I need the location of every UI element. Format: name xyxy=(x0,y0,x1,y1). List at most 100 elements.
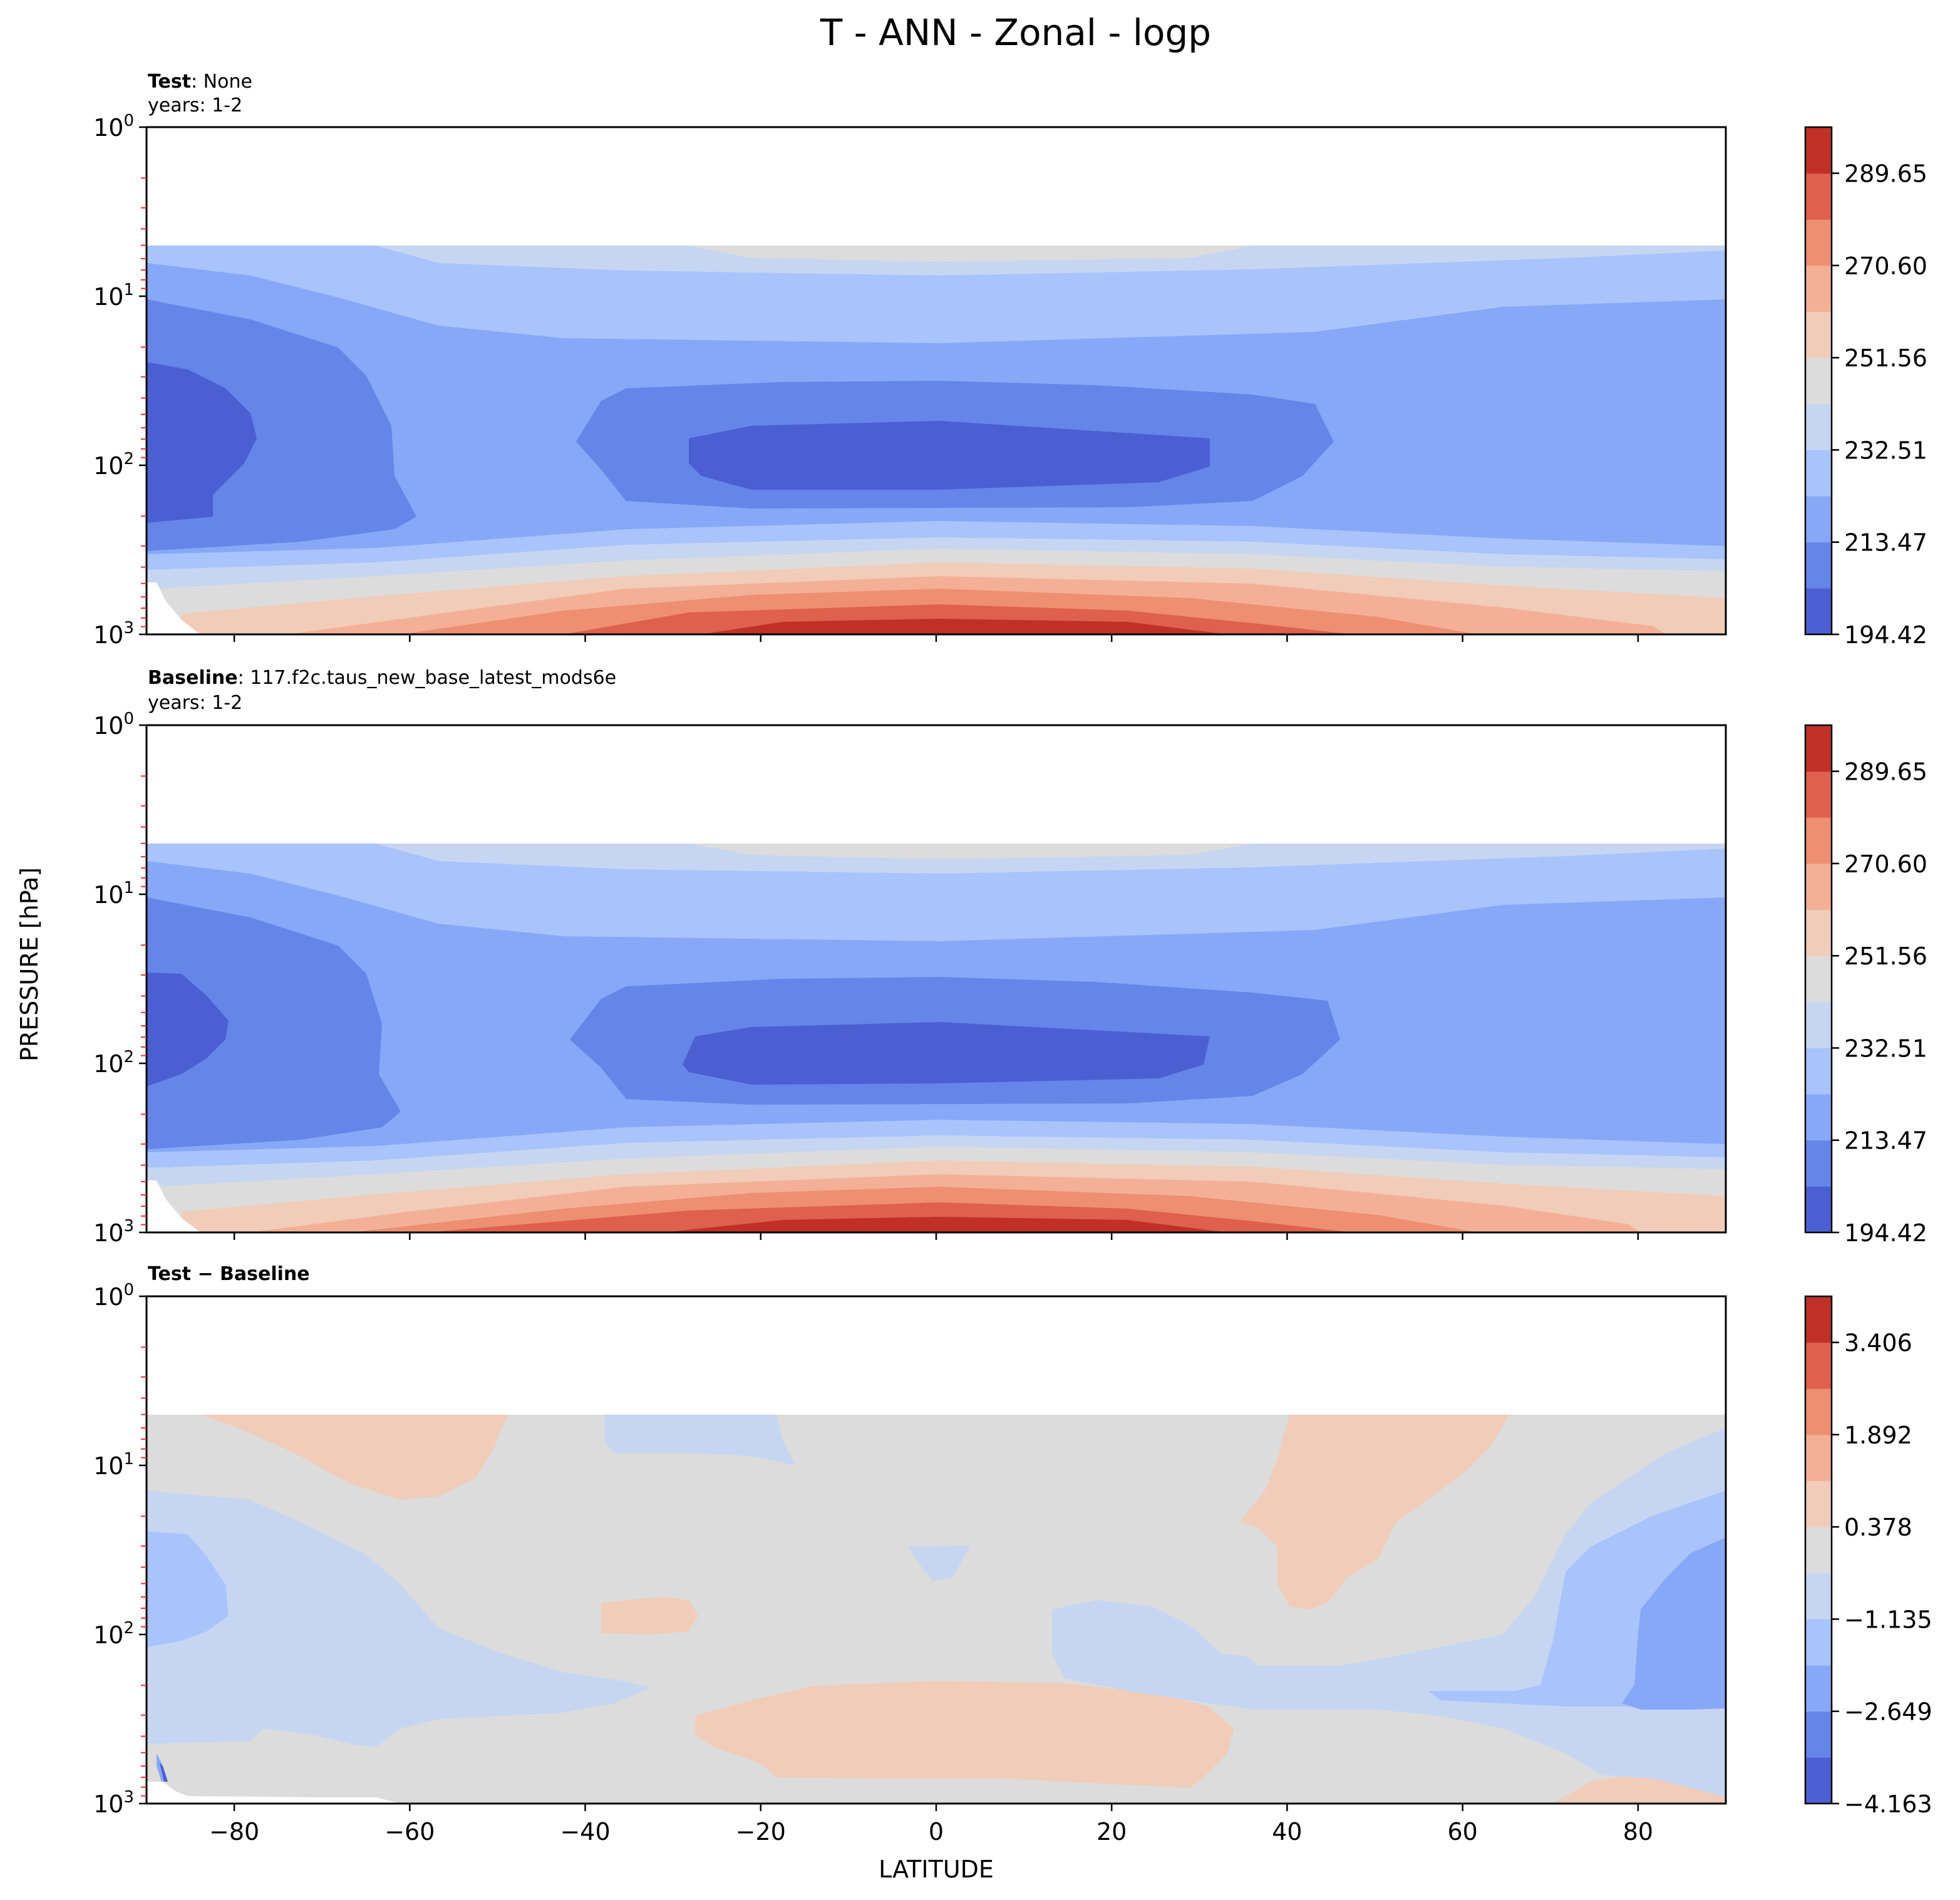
colorbar-tick-label: 251.56 xyxy=(1844,344,1927,372)
y-tick-label: 101 xyxy=(93,1450,134,1480)
colorbar-band xyxy=(1805,771,1832,818)
contour-band xyxy=(147,1782,401,1804)
panel-diff-contours xyxy=(147,1415,1726,1804)
y-tick-base: 10 xyxy=(93,283,123,311)
colorbar-band xyxy=(1805,265,1832,312)
colorbar-band xyxy=(1805,1048,1832,1095)
figure-title: T - ANN - Zonal - logp xyxy=(820,11,1211,54)
colorbar-tick-label: 0.378 xyxy=(1844,1514,1912,1541)
y-tick-label: 100 xyxy=(93,111,134,142)
y-tick-base: 10 xyxy=(93,1283,123,1311)
colorbar-band xyxy=(1805,1342,1832,1389)
panel-test-title-bold: Test xyxy=(148,71,191,93)
colorbar-tick-label: 270.60 xyxy=(1844,252,1927,280)
contour-band xyxy=(147,1531,229,1647)
contour-band xyxy=(147,362,257,523)
panel-test-colorbar: 194.42 213.47 232.51 251.56 270.60 289.65 xyxy=(1804,126,1927,649)
x-tick-label: 20 xyxy=(1096,1818,1127,1846)
panel-diff-x-ticks: −80 −60 −40 −20 0 20 40 60 80 xyxy=(209,1804,1653,1846)
contour-band xyxy=(147,1490,651,1747)
contour-band xyxy=(200,1415,507,1500)
y-tick-exponent: 3 xyxy=(123,1788,134,1807)
x-tick-label: −20 xyxy=(736,1818,786,1846)
colorbar-band xyxy=(1805,1094,1832,1141)
colorbar-tick-label: 194.42 xyxy=(1844,1219,1927,1247)
colorbar-band xyxy=(1805,358,1832,405)
y-tick-label: 103 xyxy=(93,619,134,649)
panel-test-x-ticks xyxy=(233,634,1639,642)
contour-band xyxy=(160,1763,168,1782)
colorbar-band xyxy=(1805,909,1832,956)
y-tick-exponent: 3 xyxy=(123,1217,134,1236)
y-tick-base: 10 xyxy=(93,1452,123,1480)
colorbar-tick-label: 232.51 xyxy=(1844,436,1927,464)
colorbar-tick-label: 270.60 xyxy=(1844,850,1927,878)
y-tick-exponent: 0 xyxy=(123,710,134,728)
colorbar-band xyxy=(1805,127,1832,174)
y-tick-base: 10 xyxy=(93,1621,123,1649)
contour-band xyxy=(601,1597,698,1634)
x-axis-label: LATITUDE xyxy=(879,1856,994,1883)
colorbar-band xyxy=(1805,725,1832,772)
x-tick-label: 0 xyxy=(929,1818,944,1846)
colorbar-band xyxy=(1805,173,1832,220)
colorbar-band xyxy=(1805,403,1832,450)
contour-band xyxy=(689,245,1252,262)
colorbar-tick-label: −4.163 xyxy=(1844,1790,1932,1818)
colorbar-band xyxy=(1805,1434,1832,1482)
colorbar-band xyxy=(1805,1296,1832,1343)
y-tick-exponent: 0 xyxy=(123,111,134,130)
colorbar-frame xyxy=(1804,724,1833,1234)
colorbar-frame xyxy=(1804,1295,1833,1805)
colorbar-tick-label: −2.649 xyxy=(1844,1698,1932,1726)
colorbar-band xyxy=(1805,496,1832,543)
colorbar-band xyxy=(1805,863,1832,911)
panel-test-years: years: 1-2 xyxy=(148,95,242,116)
contour-band xyxy=(604,1415,795,1465)
y-tick-label: 100 xyxy=(93,1281,134,1311)
y-tick-exponent: 3 xyxy=(123,619,134,638)
y-tick-base: 10 xyxy=(93,452,123,480)
y-tick-label: 101 xyxy=(93,879,134,909)
x-tick-label: 60 xyxy=(1447,1818,1477,1846)
y-tick-base: 10 xyxy=(93,1050,123,1078)
panel-test-title-rest: : None xyxy=(191,71,252,93)
y-tick-base: 10 xyxy=(93,881,123,909)
colorbar-frame xyxy=(1804,126,1833,636)
x-tick-label: 80 xyxy=(1623,1818,1653,1846)
y-tick-exponent: 1 xyxy=(123,879,134,897)
contour-band xyxy=(664,1217,1227,1232)
colorbar-band xyxy=(1805,1665,1832,1712)
contour-band xyxy=(689,844,1252,859)
colorbar-tick-label: 1.892 xyxy=(1844,1422,1912,1449)
x-tick-label: 40 xyxy=(1272,1818,1302,1846)
y-tick-base: 10 xyxy=(93,621,123,649)
contour-band xyxy=(147,897,401,1149)
y-tick-label: 102 xyxy=(93,1619,134,1649)
colorbar-band xyxy=(1805,1388,1832,1435)
y-tick-exponent: 2 xyxy=(123,1048,134,1066)
colorbar-tick-label: 194.42 xyxy=(1844,621,1927,649)
colorbar-band xyxy=(1805,1186,1832,1233)
y-tick-exponent: 2 xyxy=(123,1619,134,1638)
contour-band xyxy=(689,421,1210,490)
y-tick-base: 10 xyxy=(93,1790,123,1818)
colorbar-tick-label: 3.406 xyxy=(1844,1329,1912,1357)
colorbar-band xyxy=(1805,956,1832,1003)
y-tick-label: 102 xyxy=(93,1048,134,1078)
panel-baseline-title-bold: Baseline xyxy=(148,667,238,689)
y-tick-base: 10 xyxy=(93,712,123,740)
colorbar-band xyxy=(1805,1001,1832,1048)
y-tick-exponent: 1 xyxy=(123,1450,134,1469)
panel-baseline-contours xyxy=(147,844,1726,1232)
contour-band xyxy=(1622,1537,1726,1710)
contour-band xyxy=(908,1546,971,1581)
y-axis-label: PRESSURE [hPa] xyxy=(16,867,43,1061)
colorbar-band xyxy=(1805,1527,1832,1574)
contour-band xyxy=(1240,1415,1509,1609)
